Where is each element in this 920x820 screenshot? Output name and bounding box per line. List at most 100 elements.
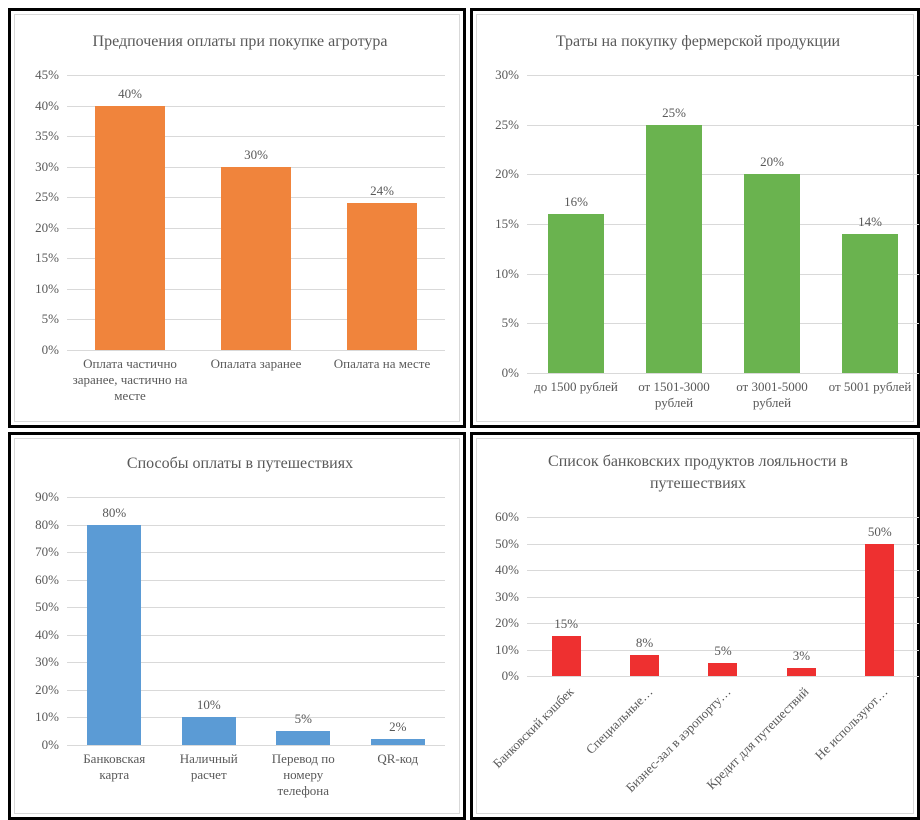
- grid-line: [527, 570, 919, 571]
- chart-title: Предпочения оплаты при покупке агротура: [92, 33, 388, 50]
- bar: [744, 174, 800, 373]
- value-label: 16%: [564, 194, 588, 210]
- value-label: 5%: [294, 711, 312, 727]
- chart-title: Список банковских продуктов лояльности в…: [548, 453, 848, 492]
- y-tick-label: 90%: [35, 489, 59, 504]
- y-tick-label: 15%: [35, 250, 59, 266]
- y-tick-label: 20%: [35, 681, 59, 697]
- grid-line: [527, 75, 919, 76]
- y-tick-label: 0%: [41, 737, 59, 752]
- chart-panel: Траты на покупку фермерской продукции 0% 5…: [470, 8, 920, 428]
- x-tick-label: от 1501-3000 рублей: [638, 379, 710, 410]
- grid-line: [527, 273, 919, 275]
- y-tick-label: 45%: [35, 67, 59, 82]
- bar: [94, 105, 166, 350]
- bar: [370, 739, 425, 745]
- grid-line: [67, 524, 445, 526]
- y-tick-label: 30%: [495, 588, 519, 604]
- x-tick-label: до 1500 рублей: [534, 379, 618, 394]
- value-label: 5%: [714, 642, 732, 658]
- grid-line: [527, 543, 919, 545]
- y-tick-label: 0%: [501, 668, 519, 683]
- y-tick-label: 30%: [495, 67, 519, 82]
- chart-title: Способы оплаты в путешествиях: [126, 455, 354, 472]
- value-label: 50%: [867, 523, 892, 539]
- grid-line: [67, 607, 445, 609]
- bar: [220, 166, 292, 350]
- y-tick-label: 40%: [35, 97, 59, 113]
- grid-line: [527, 676, 919, 677]
- y-tick-label: 30%: [35, 654, 59, 670]
- x-tick-label: Опалата на месте: [333, 356, 431, 371]
- bar: [346, 203, 418, 350]
- bar: [842, 233, 898, 373]
- y-tick-label: 10%: [35, 709, 59, 725]
- x-tick-label: QR-код: [377, 751, 419, 766]
- grid-line: [67, 105, 445, 107]
- y-tick-label: 20%: [35, 219, 59, 235]
- x-tick-label: от 5001 рублей: [828, 379, 912, 394]
- grid-line: [67, 497, 445, 498]
- y-tick-label: 35%: [35, 128, 59, 144]
- y-tick-label: 50%: [495, 535, 519, 551]
- value-label: 8%: [635, 634, 654, 650]
- chart-panel: Предпочения оплаты при покупке агротура 0…: [8, 8, 466, 428]
- chart-frame: [476, 438, 914, 814]
- x-tick-label: Опалата заранее: [210, 356, 302, 371]
- value-label: 80%: [102, 504, 127, 520]
- bar: [708, 662, 738, 676]
- grid-line: [527, 174, 919, 176]
- y-tick-label: 10%: [35, 280, 59, 296]
- x-tick-label: Оплата частично заранее, частично на мес…: [72, 356, 188, 403]
- grid-line: [527, 323, 919, 325]
- y-tick-label: 20%: [495, 615, 519, 630]
- y-tick-label: 25%: [495, 116, 519, 132]
- grid-line: [67, 689, 445, 691]
- grid-line: [527, 373, 919, 374]
- grid-line: [67, 75, 445, 76]
- x-tick-label: Банковская карта: [83, 751, 146, 782]
- chart-panel: Способы оплаты в путешествиях 0% 10% 20% 30%…: [8, 432, 466, 820]
- y-tick-label: 60%: [495, 509, 519, 524]
- x-tick-label: Перевод по номеру телефона: [271, 751, 335, 798]
- bar: [548, 214, 604, 373]
- y-tick-label: 0%: [41, 342, 59, 357]
- y-tick-label: 20%: [495, 166, 519, 182]
- grid-line: [67, 136, 445, 138]
- y-tick-label: 10%: [495, 265, 519, 281]
- value-label: 10%: [196, 697, 221, 713]
- value-label: 15%: [554, 616, 579, 632]
- bar: [865, 543, 895, 676]
- value-label: 25%: [662, 104, 686, 120]
- grid-line: [67, 745, 445, 746]
- value-label: 14%: [858, 213, 882, 229]
- value-label: 30%: [244, 146, 268, 162]
- grid-line: [67, 350, 445, 351]
- y-tick-label: 0%: [501, 365, 519, 380]
- chart-frame: [14, 438, 460, 814]
- bar: [646, 124, 702, 373]
- bar: [551, 636, 581, 676]
- value-label: 24%: [370, 183, 394, 199]
- y-tick-label: 70%: [35, 544, 59, 560]
- chart-frame: [14, 14, 460, 422]
- y-tick-label: 30%: [35, 158, 59, 174]
- y-tick-label: 50%: [35, 599, 59, 615]
- grid-line: [527, 124, 919, 126]
- grid-line: [67, 579, 445, 581]
- grid-line: [527, 623, 919, 624]
- bar: [181, 717, 236, 745]
- grid-line: [527, 517, 919, 518]
- y-tick-label: 80%: [35, 516, 59, 532]
- grid-line: [527, 649, 919, 651]
- bar: [276, 731, 331, 745]
- bar: [630, 654, 660, 676]
- x-tick-label: от 3001-5000 рублей: [736, 379, 808, 410]
- chart-frame: [476, 14, 914, 422]
- grid-line: [67, 634, 445, 636]
- y-tick-label: 5%: [41, 311, 59, 327]
- bar: [87, 524, 142, 745]
- grid-line: [67, 717, 445, 719]
- value-label: 40%: [118, 85, 142, 101]
